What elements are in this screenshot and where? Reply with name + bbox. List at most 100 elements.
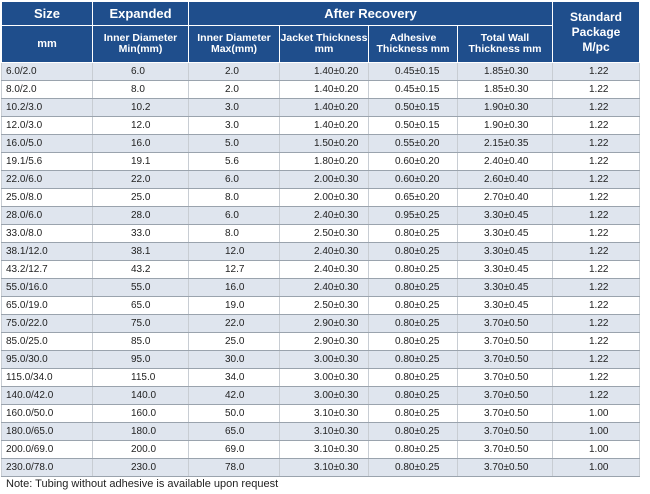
cell-mpc: 1.22	[552, 386, 640, 405]
header-adhesive: Adhesive Thickness mm	[368, 25, 458, 63]
cell-size: 115.0/34.0	[1, 368, 93, 387]
cell-total-wall: 3.70±0.50	[457, 314, 553, 333]
cell-adhesive: 0.80±0.25	[368, 404, 458, 423]
cell-adhesive: 0.45±0.15	[368, 80, 458, 99]
cell-adhesive: 0.60±0.20	[368, 152, 458, 171]
table-row: 8.0/2.0 8.0 2.0 1.40±0.20 0.45±0.15 1.85±0.30…	[1, 80, 640, 99]
cell-mpc: 1.22	[552, 332, 640, 351]
header-jacket: Jacket Thickness mm	[279, 25, 369, 63]
footnote: Note: Tubing without adhesive is availab…	[6, 478, 279, 490]
cell-size: 200.0/69.0	[1, 440, 93, 459]
cell-adhesive: 0.80±0.25	[368, 386, 458, 405]
cell-jacket: 3.00±0.30	[279, 350, 369, 369]
cell-inner-min: 75.0	[92, 314, 189, 333]
cell-inner-max: 12.7	[188, 260, 280, 279]
cell-inner-min: 38.1	[92, 242, 189, 261]
cell-inner-max: 50.0	[188, 404, 280, 423]
cell-inner-min: 85.0	[92, 332, 189, 351]
cell-adhesive: 0.95±0.25	[368, 206, 458, 225]
header-size: Size	[1, 1, 93, 26]
cell-adhesive: 0.60±0.20	[368, 170, 458, 189]
cell-mpc: 1.00	[552, 404, 640, 423]
cell-adhesive: 0.55±0.20	[368, 134, 458, 153]
cell-jacket: 2.00±0.30	[279, 188, 369, 207]
cell-total-wall: 3.70±0.50	[457, 368, 553, 387]
cell-total-wall: 3.30±0.45	[457, 278, 553, 297]
cell-jacket: 3.10±0.30	[279, 458, 369, 477]
cell-jacket: 3.10±0.30	[279, 404, 369, 423]
cell-inner-max: 12.0	[188, 242, 280, 261]
table-row: 85.0/25.0 85.0 25.0 2.90±0.30 0.80±0.25 3.70±…	[1, 332, 640, 351]
cell-adhesive: 0.80±0.25	[368, 242, 458, 261]
cell-inner-max: 19.0	[188, 296, 280, 315]
cell-mpc: 1.22	[552, 134, 640, 153]
cell-inner-min: 180.0	[92, 422, 189, 441]
cell-size: 10.2/3.0	[1, 98, 93, 117]
cell-adhesive: 0.65±0.20	[368, 188, 458, 207]
cell-adhesive: 0.80±0.25	[368, 296, 458, 315]
cell-mpc: 1.22	[552, 206, 640, 225]
cell-jacket: 2.50±0.30	[279, 224, 369, 243]
cell-inner-min: 16.0	[92, 134, 189, 153]
cell-adhesive: 0.80±0.25	[368, 224, 458, 243]
header-standard-package-label: Standard Package	[569, 9, 622, 39]
cell-adhesive: 0.80±0.25	[368, 314, 458, 333]
table-row: 55.0/16.0 55.0 16.0 2.40±0.30 0.80±0.25 3.30±…	[1, 278, 640, 297]
cell-inner-max: 16.0	[188, 278, 280, 297]
cell-jacket: 2.90±0.30	[279, 332, 369, 351]
cell-total-wall: 3.70±0.50	[457, 422, 553, 441]
cell-size: 160.0/50.0	[1, 404, 93, 423]
cell-size: 38.1/12.0	[1, 242, 93, 261]
table-row: 160.0/50.0 160.0 50.0 3.10±0.30 0.80±0.25 3.7…	[1, 404, 640, 423]
cell-jacket: 3.00±0.30	[279, 368, 369, 387]
cell-jacket: 1.40±0.20	[279, 62, 369, 81]
cell-size: 85.0/25.0	[1, 332, 93, 351]
cell-adhesive: 0.80±0.25	[368, 368, 458, 387]
cell-inner-max: 69.0	[188, 440, 280, 459]
cell-inner-min: 28.0	[92, 206, 189, 225]
cell-mpc: 1.22	[552, 314, 640, 333]
cell-mpc: 1.22	[552, 368, 640, 387]
cell-inner-max: 6.0	[188, 170, 280, 189]
cell-mpc: 1.00	[552, 440, 640, 459]
table-row: 33.0/8.0 33.0 8.0 2.50±0.30 0.80±0.25 3.30±0.…	[1, 224, 640, 243]
cell-inner-min: 22.0	[92, 170, 189, 189]
header-expanded: Expanded	[92, 1, 189, 26]
cell-mpc: 1.22	[552, 296, 640, 315]
cell-size: 55.0/16.0	[1, 278, 93, 297]
cell-total-wall: 2.60±0.40	[457, 170, 553, 189]
header-after-recovery: After Recovery	[188, 1, 553, 26]
cell-inner-min: 6.0	[92, 62, 189, 81]
cell-mpc: 1.22	[552, 98, 640, 117]
cell-mpc: 1.22	[552, 152, 640, 171]
cell-adhesive: 0.80±0.25	[368, 440, 458, 459]
table-row: 200.0/69.0 200.0 69.0 3.10±0.30 0.80±0.25 3.7…	[1, 440, 640, 459]
cell-inner-min: 12.0	[92, 116, 189, 135]
table-row: 65.0/19.0 65.0 19.0 2.50±0.30 0.80±0.25 3.30±…	[1, 296, 640, 315]
cell-mpc: 1.00	[552, 458, 640, 477]
cell-inner-min: 33.0	[92, 224, 189, 243]
cell-inner-max: 2.0	[188, 80, 280, 99]
cell-inner-max: 3.0	[188, 116, 280, 135]
cell-jacket: 2.40±0.30	[279, 242, 369, 261]
cell-total-wall: 3.70±0.50	[457, 440, 553, 459]
cell-jacket: 2.40±0.30	[279, 206, 369, 225]
cell-inner-max: 2.0	[188, 62, 280, 81]
cell-size: 12.0/3.0	[1, 116, 93, 135]
cell-mpc: 1.22	[552, 224, 640, 243]
cell-total-wall: 3.30±0.45	[457, 224, 553, 243]
cell-inner-max: 8.0	[188, 188, 280, 207]
table-row: 22.0/6.0 22.0 6.0 2.00±0.30 0.60±0.20 2.60±0.…	[1, 170, 640, 189]
cell-size: 28.0/6.0	[1, 206, 93, 225]
cell-total-wall: 1.85±0.30	[457, 80, 553, 99]
table-row: 28.0/6.0 28.0 6.0 2.40±0.30 0.95±0.25 3.30±0.…	[1, 206, 640, 225]
cell-mpc: 1.22	[552, 170, 640, 189]
cell-size: 75.0/22.0	[1, 314, 93, 333]
cell-inner-max: 8.0	[188, 224, 280, 243]
cell-inner-max: 65.0	[188, 422, 280, 441]
cell-inner-max: 3.0	[188, 98, 280, 117]
cell-size: 25.0/8.0	[1, 188, 93, 207]
cell-inner-max: 78.0	[188, 458, 280, 477]
cell-size: 6.0/2.0	[1, 62, 93, 81]
header-mpc: M/pc	[582, 39, 610, 54]
